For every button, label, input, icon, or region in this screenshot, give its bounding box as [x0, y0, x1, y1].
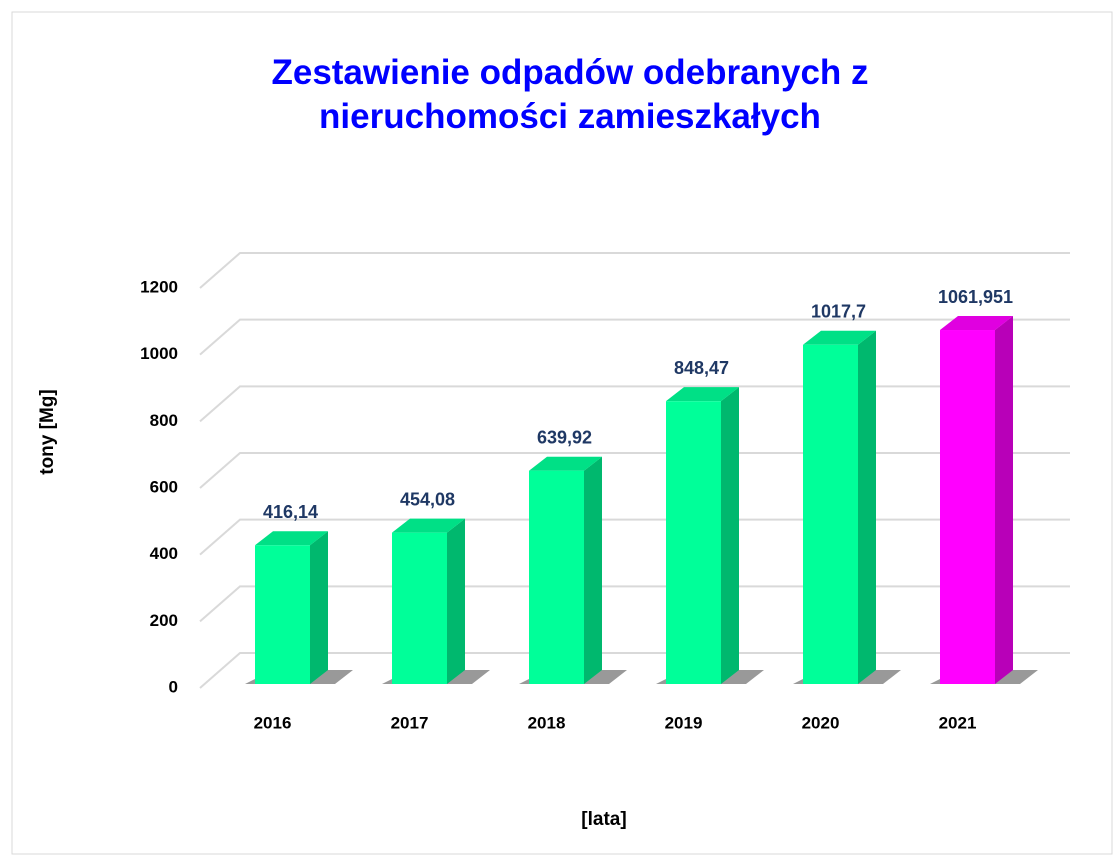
- bar-side: [447, 518, 465, 684]
- data-label: 416,14: [263, 502, 318, 522]
- bar-top-shade: [392, 518, 465, 533]
- bar: [529, 470, 584, 684]
- x-tick-label: 2021: [939, 713, 977, 732]
- bar-top: [803, 330, 876, 345]
- bar: [666, 401, 721, 684]
- x-tick-label: 2018: [528, 713, 566, 732]
- bar-side-shade: [447, 518, 465, 684]
- bar-side: [858, 330, 876, 684]
- bar-top: [255, 531, 328, 546]
- bar-group: [656, 387, 764, 684]
- data-label: 1017,7: [811, 302, 866, 322]
- bar-side-shade: [858, 330, 876, 684]
- data-label: 454,08: [400, 489, 455, 509]
- y-tick-label: 0: [169, 677, 178, 696]
- x-tick-label: 2020: [802, 713, 840, 732]
- bar-top: [392, 518, 465, 533]
- chart-frame: [11, 11, 1113, 855]
- bar-side: [584, 456, 602, 684]
- grid-line: [199, 318, 1070, 356]
- grid-line: [199, 385, 1070, 423]
- y-tick-label: 600: [150, 477, 178, 496]
- bar-group: [930, 316, 1038, 684]
- bar-side-shade: [995, 316, 1013, 684]
- bar-top-shade: [803, 330, 876, 345]
- grid-line: [199, 452, 1070, 489]
- grid-line: [199, 252, 1070, 289]
- x-tick-label: 2019: [665, 713, 703, 732]
- bar-group: [519, 456, 627, 684]
- bar: [940, 330, 995, 684]
- y-tick-label: 1200: [140, 277, 178, 296]
- bar-side: [721, 387, 739, 684]
- grid-line: [199, 652, 1070, 689]
- bar-top: [666, 387, 739, 402]
- y-tick-label: 200: [150, 611, 178, 630]
- y-tick-label: 400: [150, 544, 178, 563]
- bar-side-shade: [721, 387, 739, 684]
- bar: [803, 344, 858, 684]
- bar-side-shade: [584, 456, 602, 684]
- bar-top: [529, 456, 602, 471]
- bar-side: [995, 316, 1013, 684]
- bar-group: [793, 330, 901, 684]
- bar-side: [310, 531, 328, 684]
- bar: [255, 545, 310, 684]
- bar-group: [382, 518, 490, 684]
- bar-top-shade: [255, 531, 328, 546]
- bar-group: [245, 531, 353, 684]
- data-label: 848,47: [674, 358, 729, 378]
- bar-top-shade: [666, 387, 739, 402]
- grid-line: [199, 585, 1070, 623]
- data-label: 639,92: [537, 427, 592, 447]
- x-axis-label: [lata]: [581, 809, 626, 830]
- y-tick-label: 1000: [140, 344, 178, 363]
- bar-top: [940, 316, 1013, 331]
- bar: [392, 532, 447, 684]
- data-label: 1061,951: [938, 287, 1013, 307]
- y-axis-label: tony [Mg]: [37, 389, 58, 474]
- chart-title: Zestawienie odpadów odebranych z nierucho…: [271, 53, 868, 136]
- y-tick-label: 800: [150, 411, 178, 430]
- grid-line: [199, 518, 1070, 556]
- x-tick-label: 2016: [254, 713, 292, 732]
- bar-top-shade: [529, 456, 602, 471]
- bar-side-shade: [310, 531, 328, 684]
- x-tick-label: 2017: [391, 713, 429, 732]
- bar-top-shade: [940, 316, 1013, 331]
